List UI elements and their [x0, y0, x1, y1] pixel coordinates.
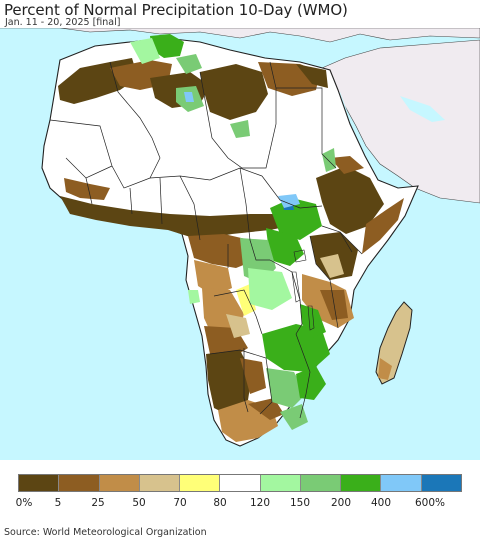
central-dry [188, 234, 256, 268]
map-title: Percent of Normal Precipitation 10-Day (… [4, 1, 348, 19]
yellow-zone-2 [226, 314, 250, 338]
lake-lightblue [278, 194, 300, 208]
legend-swatch [180, 475, 221, 491]
legend-swatch [19, 475, 60, 491]
legend-swatch [300, 475, 342, 491]
legend-label: 80 [213, 497, 227, 509]
legend-label: 400 [370, 497, 392, 509]
legend-swatch [381, 475, 422, 491]
libya-dry [200, 64, 268, 120]
precipitation-map [0, 28, 480, 460]
legend-swatch [220, 475, 261, 491]
chad-green [230, 120, 250, 138]
legend-label: 50 [132, 497, 146, 509]
uganda-green [266, 228, 304, 266]
drc-lightgreen [248, 268, 292, 310]
somalia-dry [362, 198, 404, 254]
legend-label: 5 [54, 497, 62, 509]
zimbabwe-green [266, 368, 306, 408]
congo-dry [194, 260, 232, 296]
south-africa-green [280, 404, 308, 430]
ethiopia-brown [330, 156, 364, 174]
sahel-dry [60, 196, 300, 240]
map-date-range: Jan. 11 - 20, 2025 [final] [5, 17, 121, 28]
legend-label: 600% [414, 497, 446, 509]
lake-malawi [307, 305, 315, 331]
north-africa-lightgreen [130, 38, 160, 64]
tunisia-wet [176, 54, 202, 74]
namibia-brown [240, 358, 266, 394]
lake-victoria [293, 249, 307, 263]
legend-label: 150 [289, 497, 311, 509]
europe-land [0, 28, 480, 43]
west-africa-dry [64, 178, 110, 200]
egypt-coast-dry [296, 64, 328, 88]
legend-bar [18, 474, 462, 492]
legend-swatch [59, 475, 100, 491]
legend-swatch [341, 475, 382, 491]
south-africa-brown [248, 398, 284, 420]
legend-label: 120 [249, 497, 271, 509]
south-sudan-green [270, 198, 322, 240]
ethiopia-dry [316, 166, 384, 234]
legend-swatch [421, 475, 461, 491]
kenya-tan [320, 254, 344, 278]
namibia-dry [206, 350, 252, 416]
legend-swatch [260, 475, 301, 491]
source-credit: Source: World Meteorological Organizatio… [4, 527, 207, 538]
legend-label: 0% [15, 497, 33, 509]
mozambique-green [296, 366, 326, 400]
legend-label: 25 [91, 497, 105, 509]
legend-label: 70 [173, 497, 187, 509]
legend-swatch [99, 475, 140, 491]
legend-swatch [139, 475, 181, 491]
legend-label: 200 [330, 497, 352, 509]
sahara-wet-blue [184, 92, 194, 102]
madagascar-dry [378, 358, 392, 380]
country-borders [49, 61, 363, 419]
sudan-green [322, 148, 336, 172]
persian-gulf [400, 96, 445, 122]
north-africa-green [150, 34, 184, 58]
malawi-green [300, 304, 326, 338]
coast-lightgreen [188, 290, 200, 304]
